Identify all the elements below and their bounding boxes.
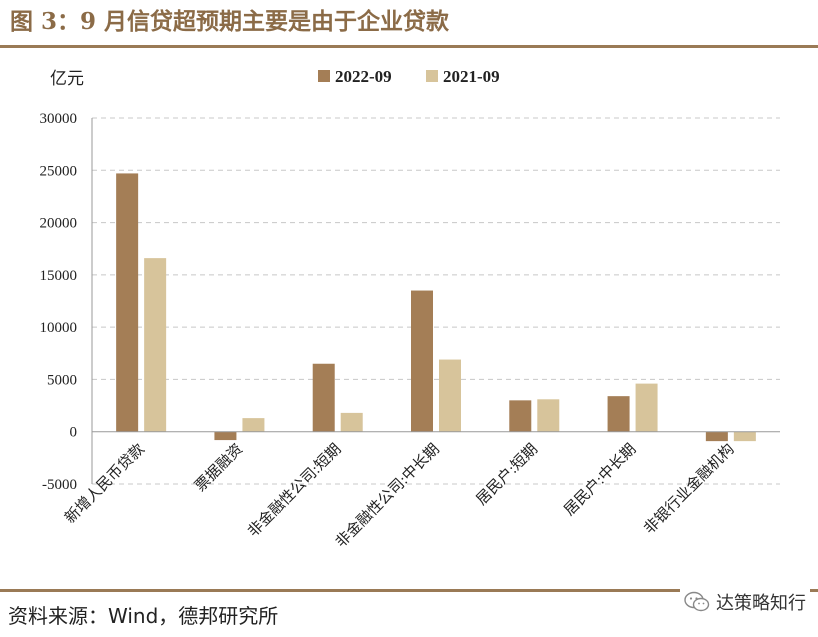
bar — [116, 173, 139, 432]
bar — [537, 399, 560, 432]
y-tick-label: 30000 — [40, 111, 78, 127]
bar — [242, 418, 265, 432]
x-tick-label: 居民户:短期 — [473, 441, 541, 509]
x-tick-label: 票据融资 — [192, 441, 246, 495]
bar — [144, 258, 167, 432]
source-note: 资料来源：Wind，德邦研究所 — [8, 604, 279, 628]
legend-label: 2022-09 — [335, 67, 392, 86]
x-tick-label: 非金融性公司:短期 — [245, 441, 345, 541]
y-tick-label: 5000 — [47, 372, 77, 388]
y-tick-label: 10000 — [40, 320, 78, 336]
legend-label: 2021-09 — [443, 67, 500, 86]
wechat-icon — [684, 591, 710, 612]
bar — [733, 431, 756, 442]
y-tick-label: 20000 — [40, 216, 78, 232]
bar — [214, 431, 237, 441]
bar — [411, 290, 433, 432]
x-tick-label: 非银行业金融机构 — [641, 441, 738, 538]
bar — [607, 396, 630, 432]
title-divider — [0, 45, 818, 48]
bar — [509, 400, 532, 432]
bar — [705, 431, 728, 442]
bar — [635, 383, 658, 432]
y-tick-label: 0 — [70, 425, 78, 441]
legend-swatch — [318, 70, 330, 82]
brand-badge: 达策略知行 — [680, 587, 810, 617]
chart-title: 图 3：9 月信贷超预期主要是由于企业贷款 — [10, 8, 450, 35]
y-tick-label: 15000 — [40, 268, 78, 284]
bar — [340, 412, 363, 432]
y-tick-label: -5000 — [42, 477, 77, 493]
bar — [439, 359, 461, 432]
y-tick-label: 25000 — [40, 163, 78, 179]
bar — [312, 363, 335, 432]
bar-chart: 亿元 2022-09 2021-09 30000 25000 20000 15000 1000… — [40, 67, 780, 551]
y-axis-label: 亿元 — [50, 69, 84, 88]
x-tick-label: 非金融性公司:中长期 — [332, 441, 442, 551]
brand-name: 达策略知行 — [716, 593, 806, 614]
x-tick-label: 居民户:中长期 — [561, 441, 640, 520]
footer-divider — [0, 589, 818, 592]
legend-swatch — [426, 70, 438, 82]
